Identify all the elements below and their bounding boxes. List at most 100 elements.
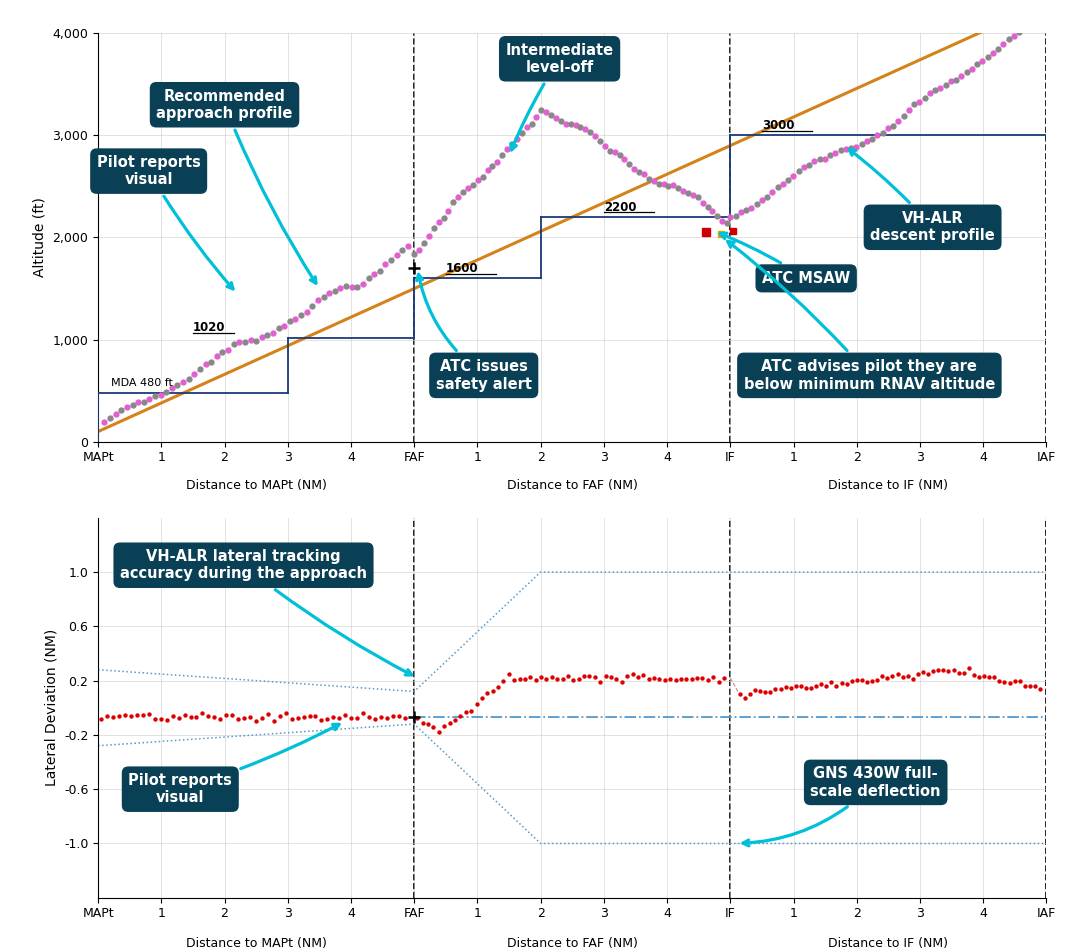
Point	[306, 709, 324, 724]
Point	[629, 669, 646, 684]
Point	[899, 668, 917, 683]
Text: GNS 430W full-
scale deflection: GNS 430W full- scale deflection	[743, 767, 941, 846]
Point	[1031, 682, 1049, 697]
Point	[976, 668, 993, 683]
Point	[863, 674, 881, 689]
Point	[570, 672, 588, 687]
Point	[384, 708, 401, 723]
Point	[105, 710, 122, 725]
Text: 2200: 2200	[604, 201, 637, 214]
Point	[194, 705, 211, 720]
Point	[667, 673, 685, 688]
Text: ATC issues
safety alert: ATC issues safety alert	[416, 275, 532, 391]
Point	[446, 712, 463, 728]
Point	[206, 710, 223, 725]
Point	[361, 710, 378, 725]
Point	[991, 674, 1008, 689]
Point	[559, 669, 577, 684]
Point	[736, 691, 753, 706]
Point	[613, 674, 630, 690]
Point	[808, 679, 825, 694]
Point	[170, 711, 187, 726]
Point	[762, 684, 779, 699]
Point	[934, 662, 952, 677]
Point	[640, 672, 657, 687]
Point	[484, 683, 501, 698]
Point	[517, 672, 534, 687]
Point	[259, 707, 277, 722]
Point	[506, 673, 523, 688]
Point	[731, 687, 749, 702]
Point	[960, 661, 978, 676]
Point	[565, 673, 582, 688]
Point	[522, 669, 540, 684]
Point	[662, 671, 679, 686]
Point	[699, 673, 716, 688]
Point	[378, 710, 396, 725]
Point	[543, 669, 560, 684]
Point	[904, 671, 921, 686]
Point	[689, 671, 706, 686]
Point	[431, 724, 448, 739]
Point	[823, 674, 840, 690]
Text: 1020: 1020	[193, 321, 226, 334]
Point	[1006, 674, 1024, 689]
Point	[473, 690, 490, 705]
Point	[152, 712, 169, 727]
Text: Distance to MAPt (NM): Distance to MAPt (NM)	[185, 937, 327, 950]
Point	[955, 665, 972, 680]
Point	[265, 712, 282, 728]
Point	[414, 715, 432, 731]
Point	[294, 710, 312, 725]
Point	[919, 667, 936, 682]
Point	[436, 719, 453, 734]
Point	[683, 671, 701, 686]
Point	[218, 707, 235, 722]
Point	[894, 670, 911, 685]
Point	[673, 672, 690, 687]
Point	[117, 707, 134, 722]
Point	[833, 675, 850, 691]
Point	[409, 711, 426, 726]
Point	[787, 678, 804, 694]
Point	[693, 670, 711, 685]
Point	[592, 674, 609, 690]
Point	[537, 672, 555, 687]
Point	[134, 708, 152, 723]
Point	[848, 673, 865, 688]
Point	[396, 711, 413, 726]
Point	[457, 704, 474, 719]
Point	[271, 709, 289, 724]
Point	[751, 683, 768, 698]
Text: Distance to FAF (NM): Distance to FAF (NM)	[507, 937, 638, 950]
Point	[576, 669, 593, 684]
Point	[1027, 679, 1044, 694]
Text: Pilot reports
visual: Pilot reports visual	[97, 155, 233, 289]
Point	[532, 670, 549, 685]
Point	[366, 712, 384, 727]
Text: VH-ALR
descent profile: VH-ALR descent profile	[849, 149, 995, 243]
Point	[175, 708, 193, 723]
Point	[985, 669, 1003, 684]
Text: MDA 480 ft: MDA 480 ft	[111, 377, 172, 388]
Text: Distance to IF (NM): Distance to IF (NM)	[828, 937, 948, 950]
Point	[479, 685, 496, 700]
Point	[289, 711, 306, 726]
Point	[495, 674, 512, 689]
Text: ATC advises pilot they are
below minimum RNAV altitude: ATC advises pilot they are below minimum…	[728, 241, 995, 391]
Y-axis label: Lateral Deviation (NM): Lateral Deviation (NM)	[45, 629, 59, 787]
Point	[354, 706, 372, 721]
Point	[182, 709, 199, 724]
Point	[710, 674, 727, 689]
Point	[618, 669, 635, 684]
Point	[634, 668, 652, 683]
Point	[597, 669, 615, 684]
Point	[283, 711, 301, 726]
Point	[981, 669, 998, 684]
Point	[623, 667, 641, 682]
Point	[945, 662, 962, 677]
Point	[924, 663, 942, 678]
Text: Distance to FAF (NM): Distance to FAF (NM)	[507, 479, 638, 492]
Point	[704, 670, 722, 685]
Text: Intermediate
level-off: Intermediate level-off	[506, 43, 614, 150]
